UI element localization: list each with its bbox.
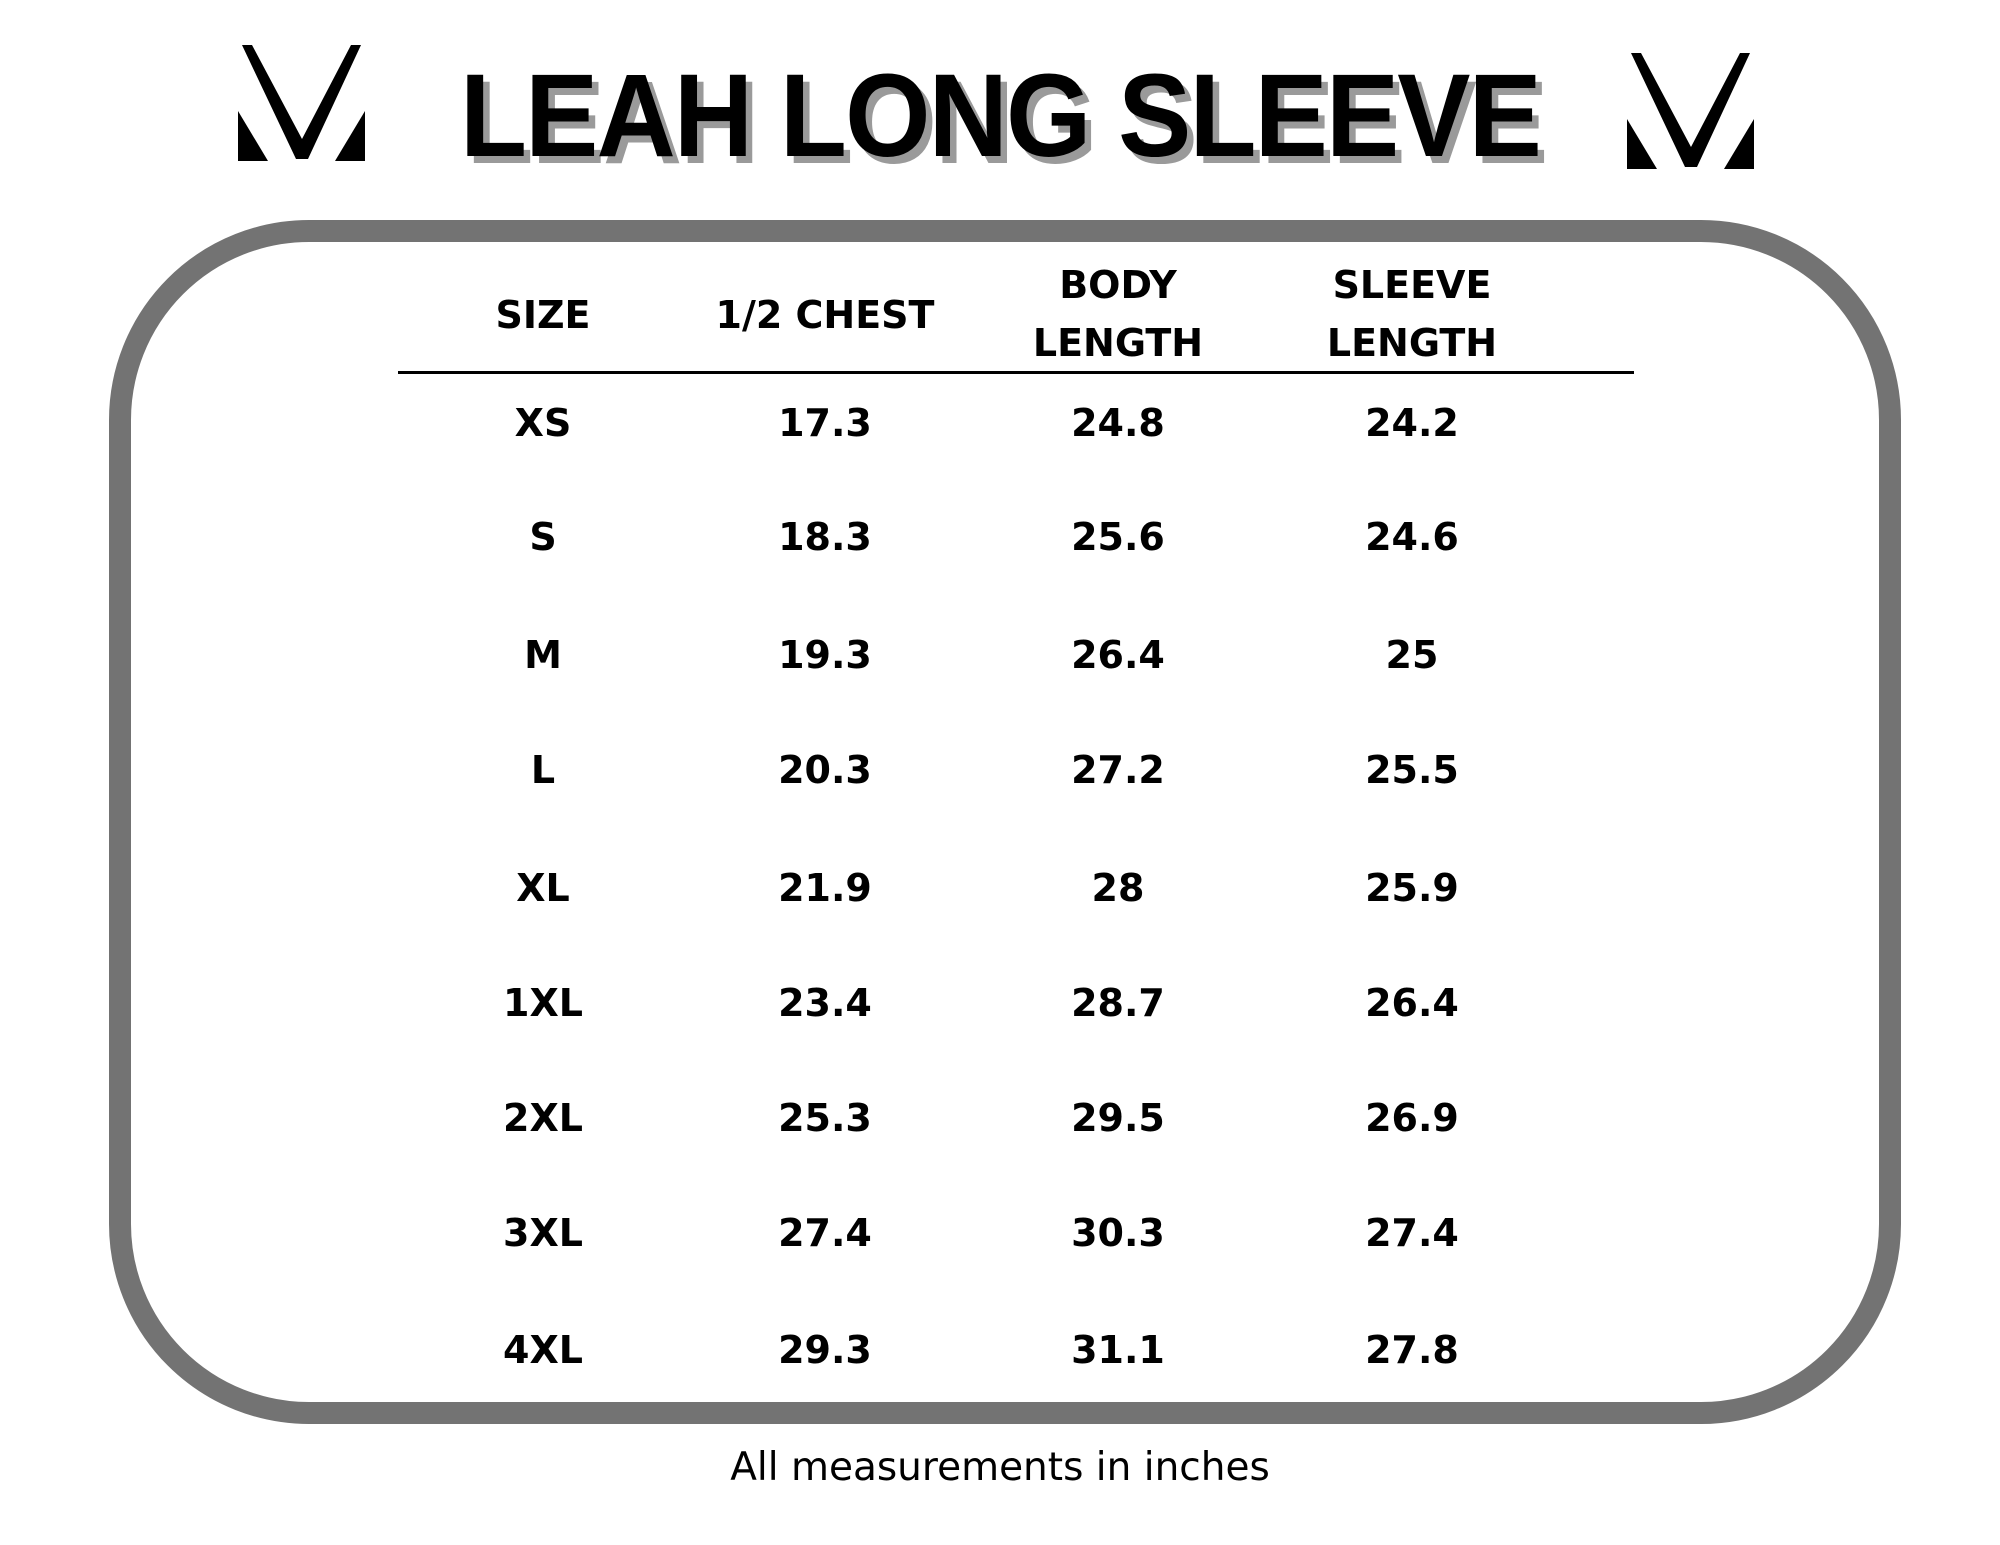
size-label: 4XL	[503, 1328, 583, 1372]
measurement-cell: 25.5	[1365, 748, 1459, 792]
brand-logo-right	[1627, 53, 1754, 169]
page-title: LEAH LONG SLEEVE	[460, 50, 1542, 182]
column-header: BODY	[1059, 263, 1177, 307]
size-label: L	[530, 748, 556, 792]
column-header-line2: LENGTH	[1326, 321, 1498, 365]
measurement-cell: 26.4	[1365, 981, 1459, 1025]
measurement-cell: 26.4	[1071, 633, 1165, 677]
column-header: SLEEVE	[1332, 263, 1492, 307]
column-header: SIZE	[495, 293, 591, 337]
measurement-cell: 28	[1091, 866, 1145, 910]
measurement-cell: 27.4	[1365, 1211, 1459, 1255]
size-label: M	[524, 633, 562, 677]
measurement-cell: 31.1	[1071, 1328, 1165, 1372]
measurement-cell: 25.3	[778, 1096, 872, 1140]
measurement-cell: 21.9	[778, 866, 872, 910]
measurement-cell: 18.3	[778, 515, 872, 559]
measurement-cell: 17.3	[778, 401, 872, 445]
measurement-cell: 30.3	[1071, 1211, 1165, 1255]
header-divider	[398, 371, 1634, 374]
measurement-cell: 24.2	[1365, 401, 1459, 445]
size-label: XL	[516, 866, 570, 910]
measurement-cell: 19.3	[778, 633, 872, 677]
measurement-cell: 27.4	[778, 1211, 872, 1255]
measurement-cell: 20.3	[778, 748, 872, 792]
size-label: XS	[514, 401, 572, 445]
measurement-cell: 29.3	[778, 1328, 872, 1372]
brand-logo-left	[238, 45, 365, 161]
measurement-cell: 27.2	[1071, 748, 1165, 792]
size-label: 1XL	[503, 981, 583, 1025]
size-label: 2XL	[503, 1096, 583, 1140]
size-chart-frame	[109, 220, 1901, 1424]
measurement-cell: 24.6	[1365, 515, 1459, 559]
measurement-cell: 25.9	[1365, 866, 1459, 910]
column-header: 1/2 CHEST	[715, 293, 935, 337]
measurement-cell: 23.4	[778, 981, 872, 1025]
measurement-cell: 27.8	[1365, 1328, 1459, 1372]
measurement-cell: 29.5	[1071, 1096, 1165, 1140]
column-header-line2: LENGTH	[1032, 321, 1204, 365]
measurement-cell: 25	[1385, 633, 1439, 677]
size-label: S	[529, 515, 557, 559]
measurement-cell: 26.9	[1365, 1096, 1459, 1140]
measurement-cell: 28.7	[1071, 981, 1165, 1025]
measurement-cell: 25.6	[1071, 515, 1165, 559]
size-label: 3XL	[503, 1211, 583, 1255]
measurement-cell: 24.8	[1071, 401, 1165, 445]
measurement-note: All measurements in inches	[730, 1445, 1270, 1490]
